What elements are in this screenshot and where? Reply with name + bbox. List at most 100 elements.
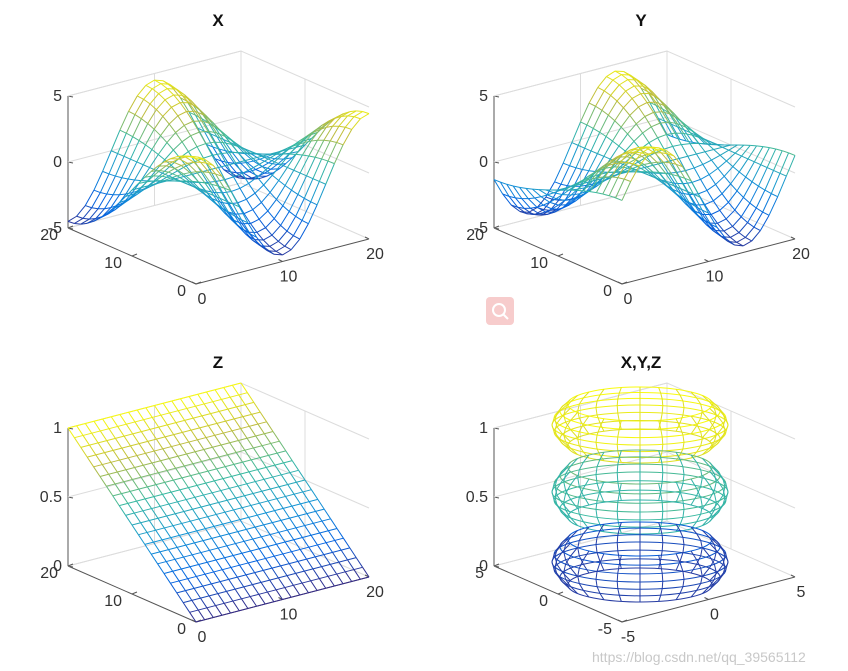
mesh-line xyxy=(213,526,221,537)
mesh-line xyxy=(256,557,266,562)
mesh-line xyxy=(246,481,256,485)
mesh-line xyxy=(755,207,763,213)
mesh-line xyxy=(232,203,240,208)
mesh-line xyxy=(218,502,226,513)
mesh-line xyxy=(755,189,766,209)
mesh-line xyxy=(228,152,237,164)
mesh-line xyxy=(156,436,166,440)
mesh-line xyxy=(214,387,224,391)
mesh-line xyxy=(217,185,227,202)
mesh-line xyxy=(198,518,206,529)
mesh-line xyxy=(609,195,616,199)
mesh-line xyxy=(558,199,566,206)
mesh-line xyxy=(623,98,633,109)
mesh-line xyxy=(155,175,163,182)
mesh-line xyxy=(126,421,136,425)
mesh-line xyxy=(241,596,251,600)
mesh-line xyxy=(147,109,157,124)
zoom-icon[interactable] xyxy=(486,297,514,325)
mesh-line xyxy=(198,473,207,484)
mesh-line xyxy=(147,123,155,130)
mesh-line xyxy=(243,209,253,215)
mesh-line xyxy=(106,440,114,451)
mesh-line xyxy=(194,451,202,462)
mesh-line xyxy=(255,152,262,157)
mesh-line xyxy=(678,155,688,159)
mesh-line xyxy=(289,472,297,483)
mesh-line xyxy=(250,502,260,506)
mesh-line xyxy=(281,472,291,476)
mesh-line xyxy=(166,88,175,96)
plot-title: X xyxy=(212,11,224,30)
mesh-line xyxy=(754,161,761,166)
mesh-line xyxy=(188,396,196,407)
meridian-line xyxy=(595,524,605,571)
mesh-line xyxy=(321,518,331,522)
mesh-line xyxy=(224,555,234,559)
mesh-line xyxy=(95,208,105,219)
mesh-line xyxy=(762,193,772,213)
mesh-line xyxy=(600,165,608,170)
mesh-line xyxy=(194,110,204,116)
mesh-line xyxy=(689,143,697,155)
mesh-line xyxy=(663,148,671,161)
mesh-line xyxy=(698,189,708,195)
mesh-line xyxy=(136,161,144,166)
mesh-line xyxy=(119,411,129,415)
mesh-line xyxy=(614,164,624,173)
mesh-line xyxy=(239,562,249,566)
mesh-line xyxy=(207,516,215,527)
mesh-line xyxy=(195,114,205,132)
mesh-line xyxy=(217,593,225,604)
mesh-line xyxy=(223,387,231,398)
mesh-line xyxy=(235,495,245,499)
mesh-line xyxy=(722,146,729,151)
mesh-line xyxy=(191,600,199,611)
mesh-line xyxy=(573,195,583,201)
mesh-line xyxy=(203,449,211,460)
mesh-line xyxy=(355,557,364,568)
mesh-line xyxy=(599,114,609,133)
mesh-line xyxy=(211,538,219,549)
mesh-line xyxy=(112,493,122,497)
mesh-line xyxy=(500,181,507,185)
meridian-line xyxy=(690,526,703,574)
mesh-line xyxy=(336,573,344,585)
mesh-line xyxy=(644,164,654,168)
mesh-line xyxy=(332,552,340,563)
mesh-line xyxy=(301,219,309,225)
mesh-line xyxy=(543,201,550,206)
mesh-line xyxy=(284,185,292,191)
mesh-line xyxy=(118,505,127,516)
mesh-line xyxy=(553,192,563,196)
mesh-line xyxy=(202,171,212,185)
mesh-line xyxy=(747,158,755,163)
mesh-line xyxy=(181,162,188,166)
mesh-line xyxy=(259,163,267,171)
mesh-line xyxy=(213,569,223,573)
mesh-line xyxy=(225,463,235,468)
mesh-line xyxy=(584,128,594,149)
mesh-line xyxy=(623,163,634,180)
mesh-line xyxy=(277,230,288,242)
meridian-line xyxy=(554,408,571,451)
mesh-line xyxy=(221,207,232,220)
mesh-line xyxy=(177,544,186,548)
mesh-line xyxy=(760,147,770,165)
meridian-line xyxy=(675,524,685,571)
z-tick-label: 5 xyxy=(479,88,488,105)
mesh-line xyxy=(316,587,326,591)
mesh-line xyxy=(295,153,303,156)
mesh-line xyxy=(209,123,218,134)
mesh-line xyxy=(82,217,90,220)
mesh-line xyxy=(91,207,99,210)
mesh-line xyxy=(319,120,329,130)
mesh-line xyxy=(650,126,659,139)
mesh-line xyxy=(67,220,75,224)
mesh-line xyxy=(274,153,282,160)
mesh-line xyxy=(304,140,312,143)
mesh-line xyxy=(185,156,195,163)
mesh-line xyxy=(274,464,282,476)
mesh-line xyxy=(284,235,294,247)
mesh-line xyxy=(614,70,622,76)
